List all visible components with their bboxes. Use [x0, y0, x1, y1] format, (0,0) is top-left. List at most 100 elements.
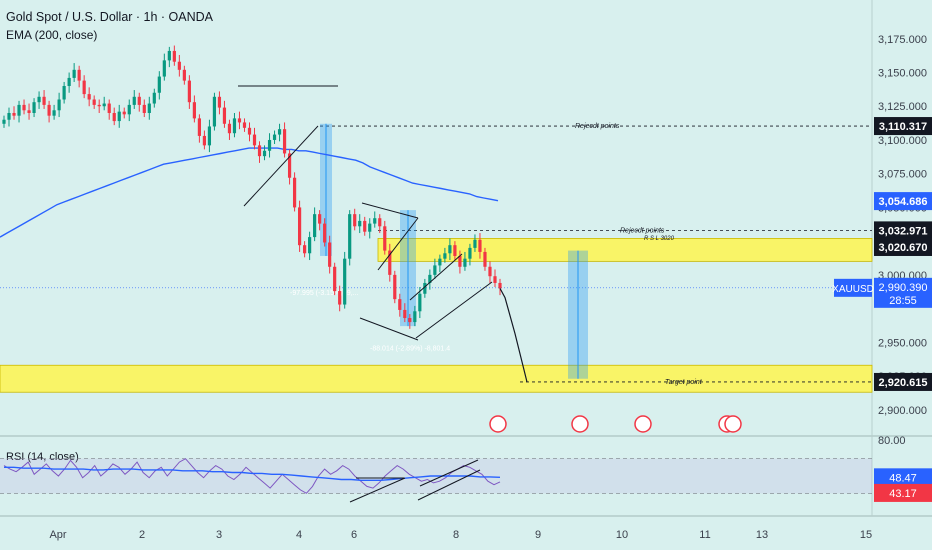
candle-body	[483, 251, 487, 267]
time-axis-label: 15	[860, 529, 872, 541]
candle-body	[277, 129, 282, 135]
candle-body	[358, 220, 362, 227]
pattern-wedge-top	[361, 202, 419, 219]
candle-body	[493, 276, 497, 283]
candle-body	[22, 104, 26, 111]
price-tick-label: 2,900.000	[878, 405, 927, 417]
zone-rsl-zone	[377, 238, 873, 262]
price-badge-text: 3,054.686	[879, 196, 928, 208]
candle-body	[267, 139, 272, 151]
candle-body	[177, 61, 181, 70]
candle-body	[27, 110, 31, 113]
candle-body	[137, 96, 141, 105]
zone-target-zone	[0, 364, 873, 393]
candle-body	[413, 311, 417, 323]
candle-body	[162, 60, 166, 77]
candle-body	[252, 134, 257, 146]
price-tick-label: 3,100.000	[878, 135, 927, 147]
candle-body	[47, 104, 51, 116]
candle-body	[102, 103, 106, 107]
candle-body	[7, 112, 11, 120]
candle-body	[423, 282, 427, 294]
candle-body	[57, 99, 61, 111]
time-axis-label: 8	[453, 529, 459, 541]
candle-body	[308, 237, 312, 254]
candle-body	[42, 96, 46, 105]
pattern-trendline-1	[243, 125, 319, 207]
candle-body	[313, 214, 317, 238]
ema-legend: EMA (200, close)	[6, 28, 98, 42]
candle-body	[393, 274, 397, 300]
event-icon-flag	[634, 415, 652, 433]
candle-body	[202, 135, 207, 146]
candle-body	[408, 318, 412, 323]
price-badge-text: 3,032.971	[879, 225, 928, 237]
candle-body	[468, 247, 472, 259]
price-tick-label: 3,150.000	[878, 68, 927, 80]
candle-body	[167, 50, 171, 61]
annotation-measure-2: -88.014 (-2.89%) -8,801.4	[370, 345, 450, 352]
time-axis-label: 9	[535, 529, 541, 541]
candle-body	[433, 265, 437, 275]
candle-body	[2, 119, 6, 124]
candle-body	[182, 69, 186, 81]
candle-body	[197, 118, 201, 136]
rsi-legend: RSI (14, close)	[6, 451, 79, 463]
annotation-target: Target point	[665, 379, 703, 386]
candle-body	[398, 299, 402, 310]
candle-body	[237, 118, 242, 123]
candle-body	[257, 145, 262, 157]
candle-body	[222, 107, 227, 124]
candle-body	[488, 266, 492, 277]
rsi-line	[3, 458, 501, 494]
candle-body	[453, 245, 457, 256]
candle-body	[287, 153, 292, 178]
rsi-trendline-3	[417, 469, 481, 501]
candle-body	[67, 77, 71, 87]
candle-body	[383, 226, 387, 251]
current-price-text: 2,990.390	[879, 282, 928, 294]
candle-body	[498, 282, 502, 289]
candle-body	[157, 76, 161, 93]
ema-200-line	[0, 147, 499, 238]
candle-body	[328, 242, 332, 267]
candle-body	[72, 69, 76, 78]
time-axis-label: 3	[216, 529, 222, 541]
candle-body	[438, 258, 442, 266]
candle-body	[282, 129, 287, 154]
time-axis-label: Apr	[49, 529, 66, 541]
candle-body	[443, 253, 447, 259]
candle-body	[212, 96, 217, 127]
annotation-reject-top: Rejecdt points	[575, 123, 620, 130]
candle-body	[232, 118, 237, 134]
rsi-value: 43.17	[889, 488, 917, 500]
annotation-measure-1: -97.995 (-3.15%) -9,...	[290, 290, 359, 297]
rsi-trendline-4	[419, 459, 479, 487]
annotation-rsl: R S L 3020	[644, 236, 675, 242]
candle-body	[303, 245, 307, 254]
time-axis-label: 4	[296, 529, 302, 541]
rsi-trendline-1	[349, 477, 406, 503]
candle-body	[77, 69, 81, 81]
candle-body	[262, 150, 267, 157]
candle-body	[242, 122, 247, 128]
candle-body	[52, 110, 56, 116]
candle-body	[217, 96, 222, 108]
candle-body	[127, 104, 131, 115]
candle-body	[292, 177, 297, 208]
pattern-wedge-side	[377, 217, 419, 271]
symbol-badge	[834, 278, 872, 297]
candle-body	[378, 218, 382, 227]
time-axis-label: 11	[699, 529, 710, 541]
event-icon-flag	[571, 415, 589, 433]
candle-body	[117, 111, 121, 122]
candle-body	[348, 214, 352, 259]
candle-body	[363, 220, 367, 232]
candle-body	[62, 86, 66, 100]
current-price-badge	[874, 277, 932, 308]
countdown-text: 28:55	[889, 295, 917, 307]
candle-body	[142, 104, 146, 113]
price-tick-label: 3,075.000	[878, 169, 927, 181]
time-axis-label: 6	[351, 529, 357, 541]
